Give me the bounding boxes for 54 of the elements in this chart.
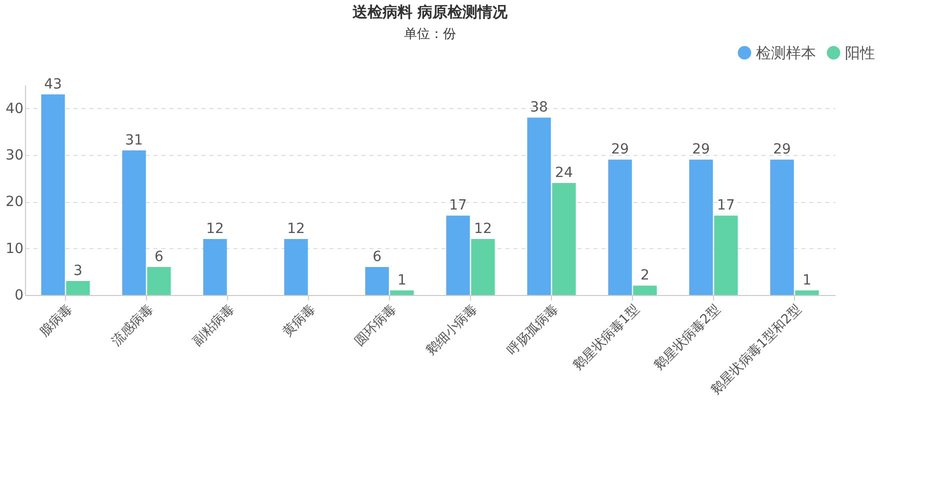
x-tick-label: 鹅星状病毒1型 bbox=[570, 302, 642, 374]
data-label: 12 bbox=[206, 221, 224, 237]
data-label: 29 bbox=[611, 142, 629, 158]
legend-label: 检测样本 bbox=[756, 44, 816, 62]
y-tick-label: 0 bbox=[14, 288, 24, 304]
bar bbox=[147, 267, 171, 295]
y-axis-title: 单位：份 bbox=[404, 27, 456, 42]
x-tick-label: 鹅星状病毒2型 bbox=[652, 302, 724, 374]
bar bbox=[795, 290, 819, 295]
data-label: 29 bbox=[692, 142, 710, 158]
bar bbox=[284, 239, 308, 295]
data-label: 17 bbox=[449, 198, 467, 214]
y-tick-label: 30 bbox=[6, 148, 24, 164]
x-tick-label: 副粘病毒 bbox=[190, 302, 238, 350]
bar bbox=[365, 267, 389, 295]
data-label: 6 bbox=[154, 249, 164, 265]
bar bbox=[390, 290, 414, 295]
bar bbox=[446, 216, 470, 295]
data-label: 29 bbox=[773, 142, 791, 158]
bar bbox=[41, 94, 65, 295]
y-tick-label: 10 bbox=[6, 240, 24, 257]
bar bbox=[608, 160, 632, 295]
data-label: 3 bbox=[74, 263, 82, 279]
legend-label: 阳性 bbox=[845, 44, 875, 62]
bar bbox=[770, 160, 794, 295]
x-tick-label: 鹅细小病毒 bbox=[424, 302, 480, 358]
chart-title: 送检病料 病原检测情况 bbox=[351, 3, 509, 21]
bar bbox=[122, 150, 146, 295]
data-label: 31 bbox=[125, 132, 143, 148]
bar bbox=[689, 160, 713, 295]
bar bbox=[714, 216, 738, 295]
data-label: 24 bbox=[555, 165, 573, 181]
data-label: 2 bbox=[640, 268, 650, 284]
y-tick-label: 20 bbox=[6, 194, 24, 210]
data-label: 12 bbox=[474, 221, 492, 237]
y-tick-label: 40 bbox=[6, 100, 24, 117]
data-label: 43 bbox=[44, 76, 62, 92]
data-label: 12 bbox=[287, 221, 305, 237]
data-label: 1 bbox=[802, 272, 812, 288]
x-tick-label: 黄病毒 bbox=[280, 302, 318, 340]
x-tick-label: 腺病毒 bbox=[37, 302, 76, 340]
bar bbox=[203, 239, 227, 295]
data-label: 1 bbox=[398, 272, 406, 288]
data-label: 17 bbox=[717, 198, 735, 214]
bar bbox=[471, 239, 495, 295]
bar bbox=[552, 183, 576, 295]
x-tick-label: 呼肠孤病毒 bbox=[504, 302, 562, 358]
data-label: 6 bbox=[372, 249, 382, 265]
x-tick-label: 流感病毒 bbox=[108, 301, 156, 350]
bar bbox=[633, 286, 657, 295]
bar bbox=[527, 118, 551, 295]
bar bbox=[66, 281, 90, 295]
x-tick-label: 圆环病毒 bbox=[352, 302, 400, 350]
data-label: 38 bbox=[530, 100, 548, 116]
